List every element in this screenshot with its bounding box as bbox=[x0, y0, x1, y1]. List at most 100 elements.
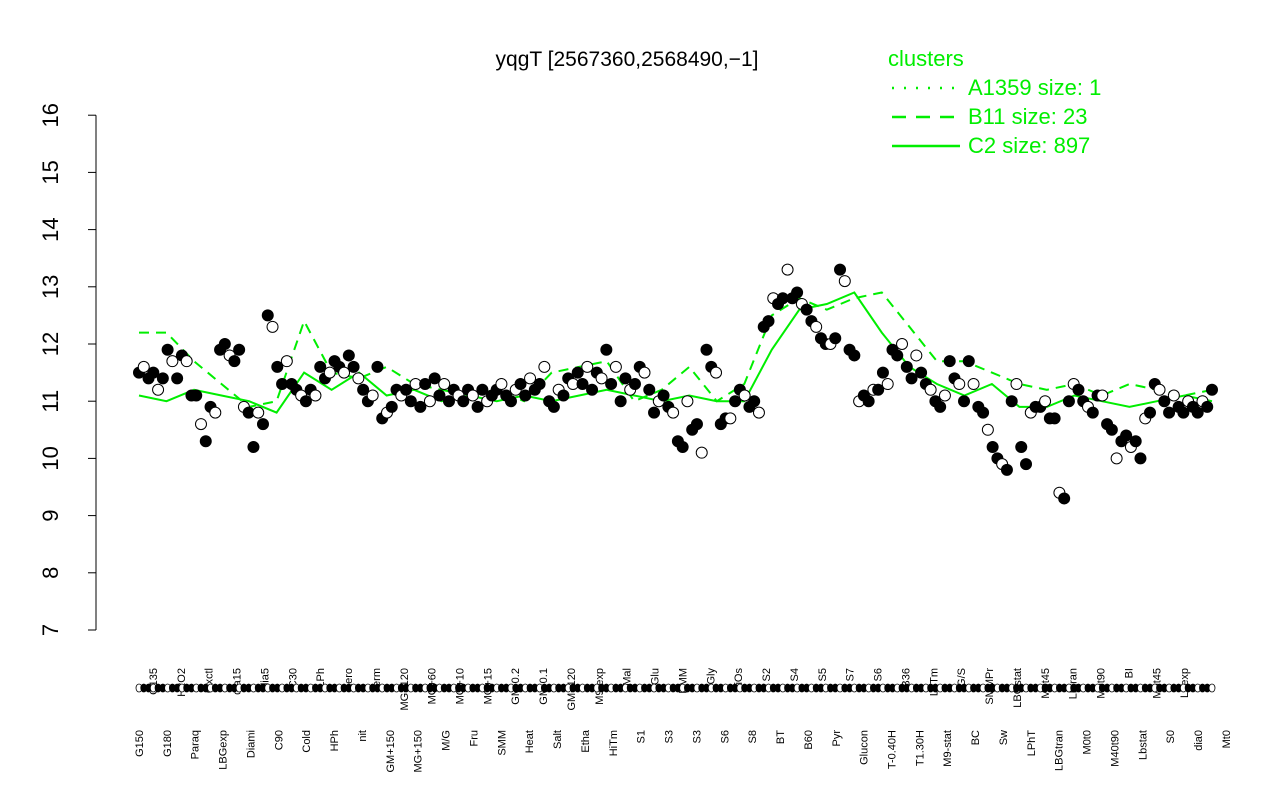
x-tick-label: S2 bbox=[761, 668, 773, 681]
data-point bbox=[648, 406, 661, 419]
data-point bbox=[600, 343, 613, 356]
x-axis: G150 G180 Paraq LBGexp Diami C90 Cold HPh nit GM+… bbox=[134, 668, 1233, 773]
x-tick-label: HPh bbox=[329, 730, 341, 751]
data-point bbox=[586, 383, 599, 396]
y-tick-label: 10 bbox=[38, 446, 63, 470]
data-point bbox=[738, 389, 751, 402]
x-tick-label: dia0 bbox=[1193, 730, 1205, 751]
data-point bbox=[514, 378, 527, 391]
data-point bbox=[657, 389, 670, 402]
data-point bbox=[1096, 389, 1109, 402]
x-tick-label: S3 bbox=[664, 730, 676, 743]
data-point bbox=[1191, 406, 1204, 419]
data-point bbox=[748, 395, 761, 408]
data-point bbox=[676, 440, 689, 453]
series-line-dashed bbox=[139, 291, 1213, 408]
data-point bbox=[495, 378, 508, 391]
x-tick-label: Lbstat bbox=[1137, 730, 1149, 760]
data-point bbox=[476, 383, 489, 396]
data-point bbox=[342, 349, 355, 362]
data-point bbox=[385, 400, 398, 413]
data-point bbox=[299, 395, 312, 408]
data-point bbox=[1105, 423, 1118, 436]
data-point bbox=[752, 406, 765, 419]
x-tick-label: S6 bbox=[873, 668, 885, 681]
data-point bbox=[800, 303, 813, 316]
data-point bbox=[934, 400, 947, 413]
legend: clusters A1359 size: 1 B11 size: 23 C2 siz… bbox=[888, 46, 1101, 158]
x-tick-label: M9-stat bbox=[942, 730, 954, 767]
x-tick-label: C30 bbox=[287, 668, 299, 688]
data-point bbox=[442, 395, 455, 408]
chart-title: yqgT [2567360,2568490,−1] bbox=[496, 48, 759, 71]
y-tick-label: 9 bbox=[38, 509, 63, 521]
data-point bbox=[953, 378, 966, 391]
x-rug-mark bbox=[1208, 683, 1216, 693]
x-tick-label: B36 bbox=[900, 668, 912, 688]
data-point bbox=[881, 378, 894, 391]
x-tick-label: Salt bbox=[552, 730, 564, 749]
x-tick-label: Fru bbox=[468, 730, 480, 747]
data-point bbox=[1110, 452, 1123, 465]
x-tick-label: Mal bbox=[622, 668, 634, 686]
x-tick-label: BT bbox=[775, 730, 787, 744]
data-point bbox=[137, 360, 150, 373]
x-tick-label: HiTm bbox=[608, 730, 620, 756]
data-point bbox=[896, 338, 909, 350]
x-tick-label: S0 bbox=[1165, 730, 1177, 743]
data-point bbox=[986, 440, 999, 453]
y-tick-label: 7 bbox=[38, 624, 63, 636]
data-point bbox=[1206, 383, 1218, 396]
data-point bbox=[681, 395, 694, 408]
x-tick-label: S3 bbox=[691, 730, 703, 743]
data-point bbox=[471, 400, 484, 413]
y-tick-label: 16 bbox=[38, 103, 63, 127]
data-point bbox=[1153, 383, 1166, 396]
data-point bbox=[1201, 400, 1214, 413]
data-point bbox=[848, 349, 861, 362]
x-tick-label: M40t90 bbox=[1109, 730, 1121, 767]
x-tick-label: GM+150 bbox=[385, 730, 397, 773]
data-point bbox=[180, 355, 193, 368]
data-point bbox=[423, 395, 436, 408]
data-point bbox=[261, 309, 274, 322]
data-point bbox=[171, 372, 184, 385]
data-point bbox=[1134, 452, 1147, 465]
data-point bbox=[533, 378, 546, 391]
data-point bbox=[977, 406, 990, 419]
x-tick-label: G/S bbox=[956, 668, 968, 687]
x-tick-label: T1.30H bbox=[914, 730, 926, 766]
data-point bbox=[924, 383, 937, 396]
data-point bbox=[643, 383, 656, 396]
data-point bbox=[762, 315, 775, 328]
data-point bbox=[252, 406, 265, 419]
x-tick-label: Heat bbox=[524, 730, 536, 753]
data-point bbox=[228, 355, 241, 368]
data-point bbox=[314, 360, 327, 373]
x-tick-label: M0t45 bbox=[1040, 668, 1052, 699]
data-point bbox=[166, 355, 179, 368]
data-point bbox=[710, 366, 723, 379]
data-point bbox=[810, 320, 823, 333]
x-tick-label: Gly bbox=[705, 668, 717, 685]
data-point bbox=[781, 263, 794, 276]
data-point bbox=[524, 372, 537, 385]
data-point bbox=[428, 372, 441, 385]
x-tick-label: Pyr bbox=[831, 730, 843, 747]
data-point bbox=[724, 412, 737, 425]
x-tick-label: BI bbox=[1123, 668, 1135, 678]
x-tick-label: Glucon bbox=[859, 730, 871, 765]
data-point bbox=[152, 383, 165, 396]
data-point bbox=[247, 440, 260, 453]
data-point bbox=[504, 395, 517, 408]
data-point bbox=[1158, 395, 1171, 408]
x-tick-label: G180 bbox=[162, 730, 174, 757]
data-point bbox=[609, 360, 622, 373]
data-point bbox=[323, 366, 336, 379]
data-point bbox=[338, 366, 351, 379]
x-tick-label: LBGtran bbox=[1054, 730, 1066, 771]
x-tick-label: Cold bbox=[301, 730, 313, 753]
x-tick-label: MG+150 bbox=[413, 730, 425, 773]
data-point bbox=[1144, 406, 1157, 419]
